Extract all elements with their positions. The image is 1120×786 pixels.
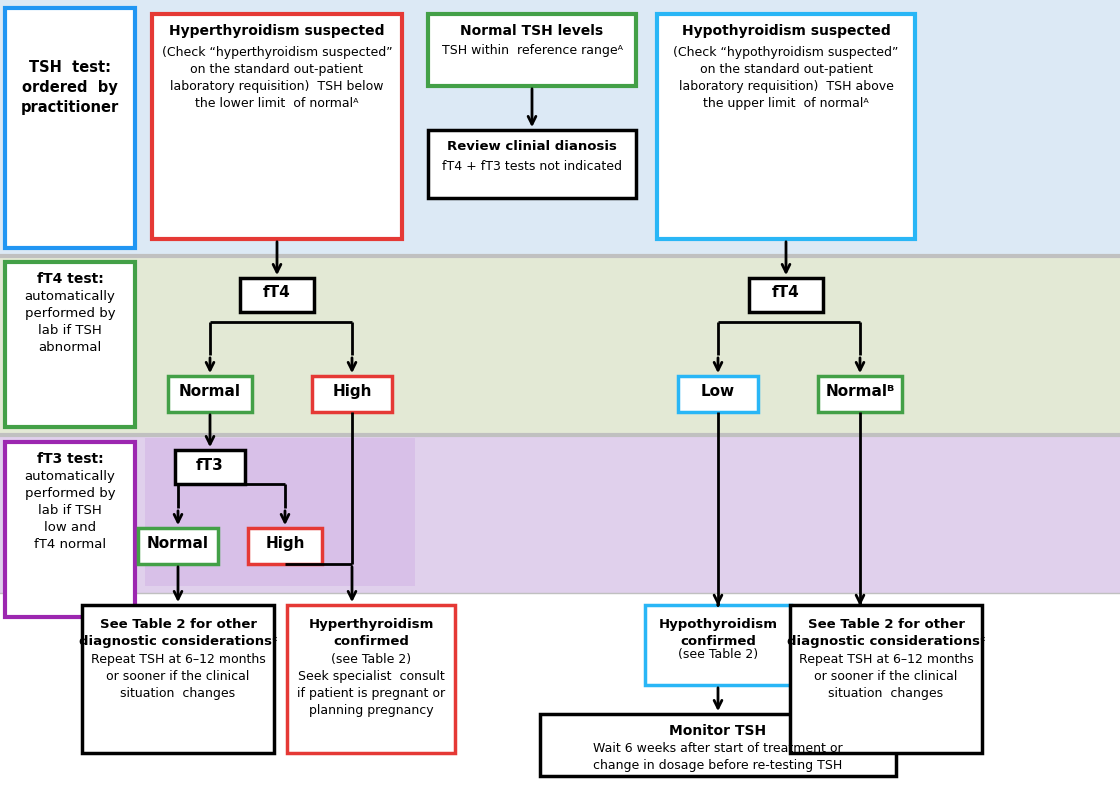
Text: fT3 test:: fT3 test: xyxy=(37,452,103,466)
Text: fT3: fT3 xyxy=(196,458,224,473)
Text: Wait 6 weeks after start of treatment or
change in dosage before re-testing TSH: Wait 6 weeks after start of treatment or… xyxy=(594,742,843,772)
FancyBboxPatch shape xyxy=(749,278,823,312)
Text: (see Table 2)
Seek specialist  consult
if patient is pregnant or
planning pregna: (see Table 2) Seek specialist consult if… xyxy=(297,653,445,717)
Text: automatically
performed by
lab if TSH
low and
fT4 normal: automatically performed by lab if TSH lo… xyxy=(25,470,115,551)
FancyBboxPatch shape xyxy=(240,278,314,312)
FancyBboxPatch shape xyxy=(790,605,982,753)
Text: High: High xyxy=(333,384,372,399)
Text: TSH  test:
ordered  by
practitioner: TSH test: ordered by practitioner xyxy=(21,60,119,115)
Text: High: High xyxy=(265,536,305,551)
Text: (Check “hyperthyroidism suspected”
on the standard out-patient
laboratory requis: (Check “hyperthyroidism suspected” on th… xyxy=(161,46,392,110)
Text: Normal TSH levels: Normal TSH levels xyxy=(460,24,604,38)
Text: Hypothyroidism
confirmed: Hypothyroidism confirmed xyxy=(659,618,777,648)
FancyBboxPatch shape xyxy=(0,0,1120,256)
FancyBboxPatch shape xyxy=(678,376,758,412)
Text: Normal: Normal xyxy=(179,384,241,399)
FancyBboxPatch shape xyxy=(4,262,136,427)
FancyBboxPatch shape xyxy=(248,528,323,564)
FancyBboxPatch shape xyxy=(0,593,1120,786)
FancyBboxPatch shape xyxy=(175,450,245,484)
Text: See Table 2 for other
diagnostic considerationsᶜ: See Table 2 for other diagnostic conside… xyxy=(78,618,278,648)
Text: Hyperthyroidism suspected: Hyperthyroidism suspected xyxy=(169,24,385,38)
FancyBboxPatch shape xyxy=(287,605,455,753)
FancyBboxPatch shape xyxy=(428,130,636,198)
Text: Normalᴮ: Normalᴮ xyxy=(825,384,895,399)
Text: TSH within  reference rangeᴬ: TSH within reference rangeᴬ xyxy=(441,44,623,57)
FancyBboxPatch shape xyxy=(0,435,1120,593)
Text: Monitor TSH: Monitor TSH xyxy=(670,724,766,738)
Text: Repeat TSH at 6–12 months
or sooner if the clinical
situation  changes: Repeat TSH at 6–12 months or sooner if t… xyxy=(91,653,265,700)
FancyBboxPatch shape xyxy=(0,256,1120,441)
FancyBboxPatch shape xyxy=(168,376,252,412)
Text: automatically
performed by
lab if TSH
abnormal: automatically performed by lab if TSH ab… xyxy=(25,290,115,354)
Text: Hypothyroidism suspected: Hypothyroidism suspected xyxy=(682,24,890,38)
Text: Review clinial dianosis: Review clinial dianosis xyxy=(447,140,617,153)
Text: See Table 2 for other
diagnostic considerationsᶜ: See Table 2 for other diagnostic conside… xyxy=(786,618,986,648)
FancyBboxPatch shape xyxy=(138,528,218,564)
FancyBboxPatch shape xyxy=(657,14,915,239)
Text: Normal: Normal xyxy=(147,536,209,551)
FancyBboxPatch shape xyxy=(818,376,902,412)
FancyBboxPatch shape xyxy=(312,376,392,412)
FancyBboxPatch shape xyxy=(540,714,896,776)
Text: Low: Low xyxy=(701,384,735,399)
FancyBboxPatch shape xyxy=(428,14,636,86)
FancyBboxPatch shape xyxy=(144,438,416,586)
FancyBboxPatch shape xyxy=(82,605,274,753)
FancyBboxPatch shape xyxy=(645,605,791,685)
Text: fT4 test:: fT4 test: xyxy=(37,272,103,286)
Text: fT4 + fT3 tests not indicated: fT4 + fT3 tests not indicated xyxy=(442,160,622,173)
FancyBboxPatch shape xyxy=(4,442,136,617)
FancyBboxPatch shape xyxy=(152,14,402,239)
FancyBboxPatch shape xyxy=(4,8,136,248)
Text: (see Table 2): (see Table 2) xyxy=(678,648,758,661)
Text: Hyperthyroidism
confirmed: Hyperthyroidism confirmed xyxy=(308,618,433,648)
Text: Repeat TSH at 6–12 months
or sooner if the clinical
situation  changes: Repeat TSH at 6–12 months or sooner if t… xyxy=(799,653,973,700)
Text: (Check “hypothyroidism suspected”
on the standard out-patient
laboratory requisi: (Check “hypothyroidism suspected” on the… xyxy=(673,46,898,110)
Text: fT4: fT4 xyxy=(263,285,291,300)
Text: fT4: fT4 xyxy=(772,285,800,300)
